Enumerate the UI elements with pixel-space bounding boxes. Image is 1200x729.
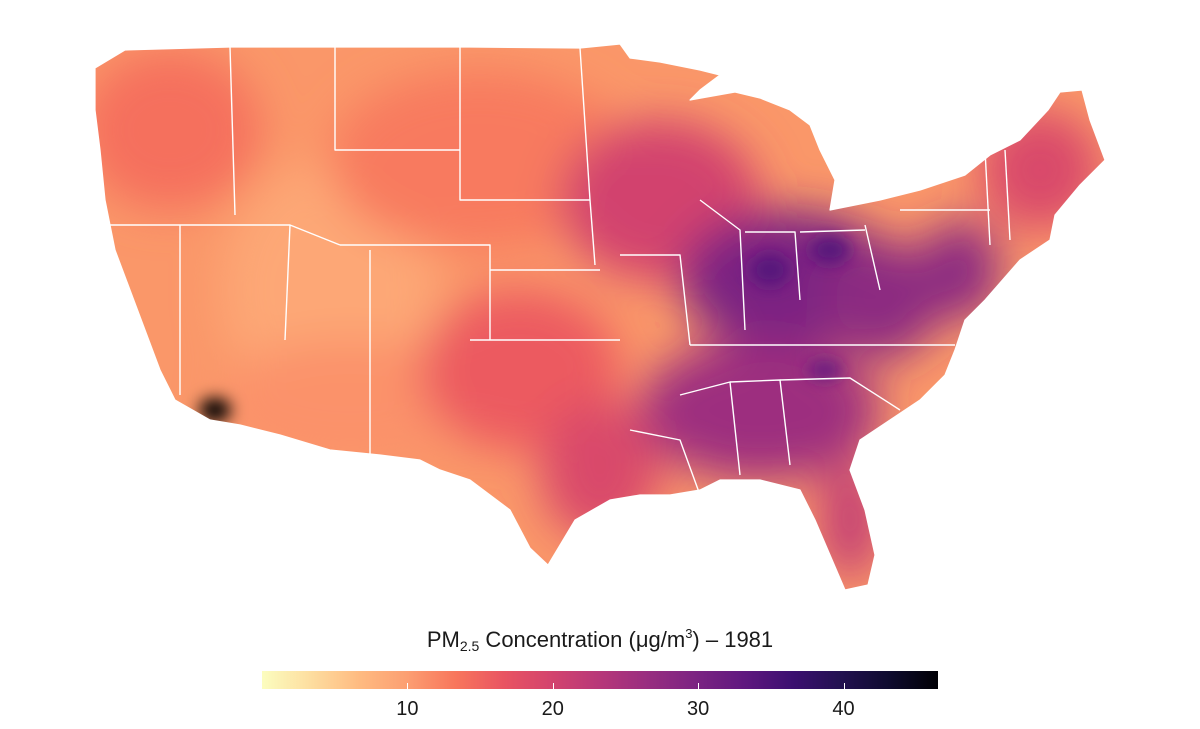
state-border-line [629,429,701,496]
state-border-line [864,224,881,291]
state-border-line [579,47,591,201]
region-mid-atlantic [920,220,1000,320]
state-border-line [459,47,590,201]
hotspot-ohio-valley [750,254,790,286]
state-border-line [799,229,866,233]
us-pm25-map [94,43,1106,591]
state-border-line [699,199,746,331]
region-pacific-northwest [95,50,260,210]
legend-tick-label: 20 [541,698,564,720]
state-border-line [589,199,596,266]
legend-tick-label: 40 [832,698,855,720]
state-border-line [334,47,460,151]
state-border-line [984,149,991,246]
state-border-line [105,224,341,246]
legend-title-superscript: 3 [685,626,693,641]
legend-title-pm: PM [426,627,460,652]
hotspot-ohio-valley [810,236,850,264]
legend-tick-mark [843,683,845,689]
region-new-england [980,110,1100,230]
state-border-line [229,46,236,216]
state-border-line [1004,149,1011,241]
region-southeast [640,340,880,480]
legend-tick-mark [552,683,554,689]
country-outline [94,43,1106,591]
legend-tick-label: 30 [687,698,710,720]
legend-tick-mark [698,683,700,689]
state-border-line [779,377,901,411]
legend-color-bar [262,671,938,689]
state-border-line [284,224,291,341]
hotspot-los-angeles-basin [199,398,231,422]
region-appalachians [820,240,940,360]
map-canvas [94,43,1106,591]
state-border-line [620,254,691,346]
state-border-line [745,231,801,301]
legend-tick-label: 10 [396,698,419,720]
region-southwest-desert [220,340,480,460]
state-border-line [340,244,491,340]
hotspot-blobs [199,236,850,422]
hotspot-appalachians [807,360,843,380]
legend-title-units: Concentration (μg/m [479,627,686,652]
region-florida [820,460,880,580]
region-northern-plains [330,70,630,250]
legend-tick-mark [407,683,409,689]
legend-title: PM2.5 Concentration (μg/m3) – 1981 [0,626,1200,654]
legend-title-year: ) – 1981 [692,627,774,652]
legend-title-subscript: 2.5 [459,638,480,654]
state-borders [94,43,1106,591]
